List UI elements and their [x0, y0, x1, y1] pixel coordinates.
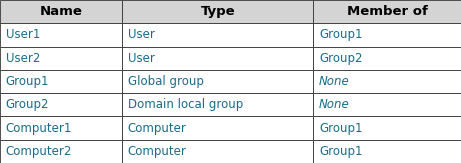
Text: Computer: Computer — [128, 145, 187, 158]
Bar — [122, 70, 313, 93]
Bar — [313, 116, 461, 140]
Text: Global group: Global group — [128, 75, 204, 88]
Bar — [0, 116, 122, 140]
Bar — [0, 93, 122, 116]
Bar — [122, 0, 313, 23]
Text: Computer: Computer — [128, 122, 187, 135]
Text: Group2: Group2 — [6, 98, 49, 111]
Bar — [122, 23, 313, 47]
Bar — [313, 140, 461, 163]
Bar — [122, 47, 313, 70]
Bar — [0, 140, 122, 163]
Text: Computer1: Computer1 — [6, 122, 72, 135]
Text: Member of: Member of — [347, 5, 428, 18]
Text: Group1: Group1 — [319, 145, 362, 158]
Text: None: None — [319, 98, 350, 111]
Text: Group1: Group1 — [319, 28, 362, 41]
Text: Computer2: Computer2 — [6, 145, 72, 158]
Bar — [313, 70, 461, 93]
Bar — [122, 116, 313, 140]
Bar — [122, 93, 313, 116]
Text: Group1: Group1 — [6, 75, 49, 88]
Bar — [313, 0, 461, 23]
Bar — [0, 47, 122, 70]
Text: Domain local group: Domain local group — [128, 98, 243, 111]
Bar — [313, 93, 461, 116]
Text: Type: Type — [201, 5, 235, 18]
Text: User: User — [128, 28, 154, 41]
Bar — [0, 70, 122, 93]
Text: Group2: Group2 — [319, 52, 362, 65]
Bar — [0, 23, 122, 47]
Bar — [313, 47, 461, 70]
Text: User2: User2 — [6, 52, 40, 65]
Text: None: None — [319, 75, 350, 88]
Text: User1: User1 — [6, 28, 40, 41]
Text: Name: Name — [40, 5, 83, 18]
Text: Group1: Group1 — [319, 122, 362, 135]
Text: User: User — [128, 52, 154, 65]
Bar — [313, 23, 461, 47]
Bar — [122, 140, 313, 163]
Bar — [0, 0, 122, 23]
